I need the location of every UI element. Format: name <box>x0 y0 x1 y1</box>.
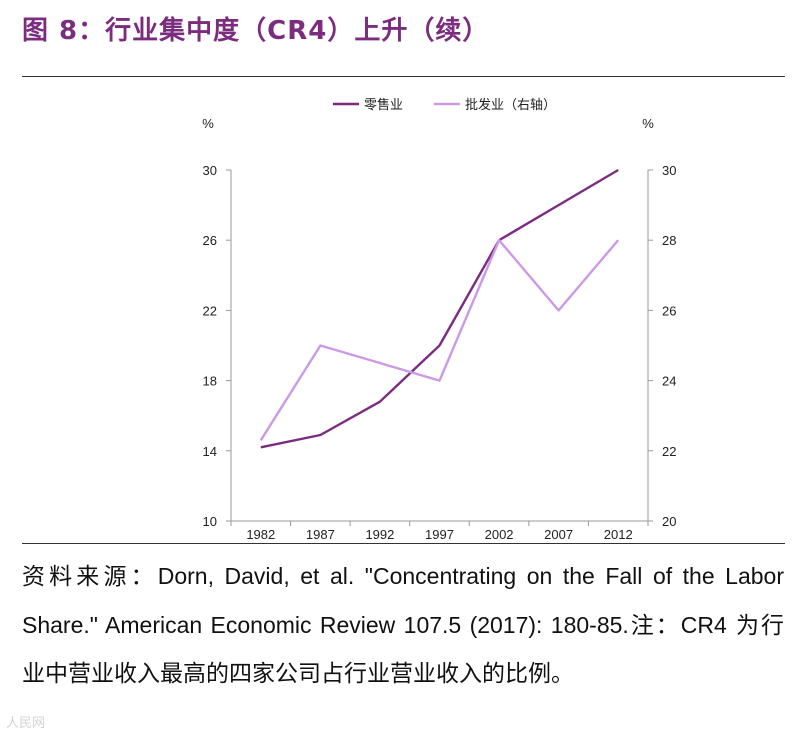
right-tick-label: 28 <box>662 233 676 248</box>
right-tick-label: 24 <box>662 374 676 389</box>
legend-label-0: 零售业 <box>364 97 403 112</box>
left-tick-label: 30 <box>203 163 217 178</box>
x-tick-label: 1997 <box>425 527 454 542</box>
source-note: 资料来源：Dorn, David, et al. "Concentrating … <box>22 552 784 698</box>
left-tick-label: 26 <box>203 233 217 248</box>
x-tick-label: 1982 <box>246 527 275 542</box>
x-tick-label: 2002 <box>485 527 514 542</box>
right-tick-label: 22 <box>662 444 676 459</box>
x-tick-label: 1987 <box>306 527 335 542</box>
right-tick-label: 26 <box>662 303 676 318</box>
top-divider <box>22 76 785 77</box>
chart-axes <box>230 170 649 522</box>
x-tick-label: 1992 <box>365 527 394 542</box>
x-tick-label: 2012 <box>604 527 633 542</box>
line-chart: 零售业 批发业（右轴） % % 1014182226302022242628301… <box>202 97 677 542</box>
axis-ticks: 10 14 18 22 26 30 20 22 24 26 28 30 1982 1987 1992 1997… <box>203 163 677 542</box>
right-axis-unit: % <box>642 116 654 131</box>
watermark: 人民网 <box>6 716 46 731</box>
note-label: 注： <box>628 613 681 639</box>
left-axis-unit: % <box>202 116 214 131</box>
left-tick-label: 10 <box>203 514 217 529</box>
x-tick-label: 2007 <box>544 527 573 542</box>
source-label: 资料来源： <box>22 564 158 590</box>
series-line-1 <box>259 238 620 441</box>
left-tick-label: 18 <box>203 374 217 389</box>
series-line-0 <box>260 168 619 449</box>
legend-label-1: 批发业（右轴） <box>465 97 556 112</box>
note-cr4: CR4 <box>680 612 727 638</box>
right-tick-label: 30 <box>662 163 676 178</box>
note-text: 为行业中营业收入最高的四家公司占行业营业收入的比例。 <box>22 613 785 687</box>
bottom-divider <box>22 543 785 544</box>
right-tick-label: 20 <box>662 514 676 529</box>
left-tick-label: 14 <box>203 444 217 459</box>
source-citation: Dorn, David, et al. "Concentrating on th… <box>22 563 784 638</box>
chart-legend: 零售业 批发业（右轴） <box>333 97 556 112</box>
figure-title: 图 8：行业集中度（CR4）上升（续） <box>22 16 490 46</box>
chart-series <box>259 168 620 449</box>
left-tick-label: 22 <box>203 303 217 318</box>
